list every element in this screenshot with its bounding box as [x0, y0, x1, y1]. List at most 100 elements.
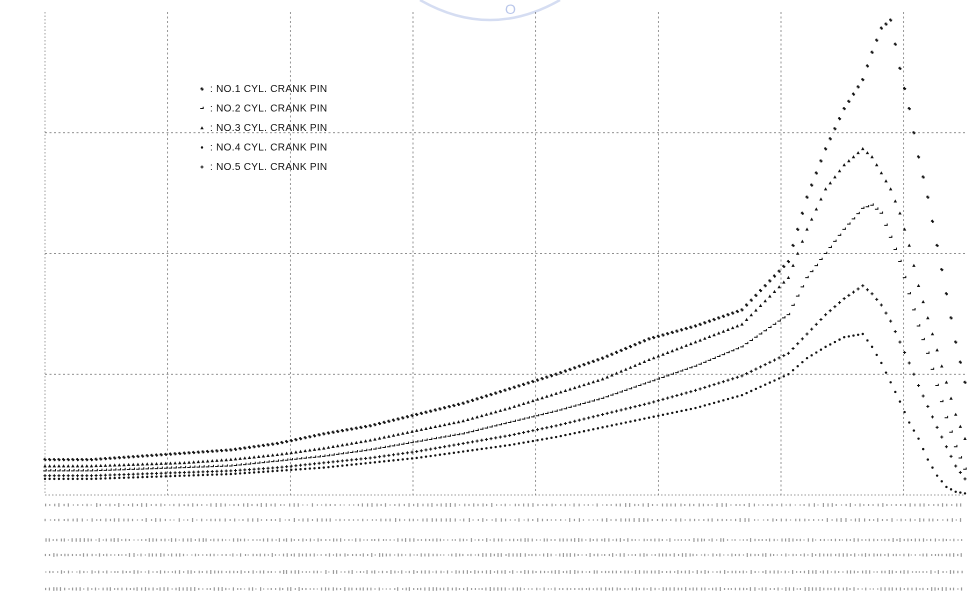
axis-texture-mark — [785, 587, 787, 591]
axis-texture-mark — [90, 504, 92, 506]
axis-texture-mark — [780, 518, 782, 522]
data-point — [285, 465, 289, 469]
axis-texture-mark — [213, 587, 215, 591]
axis-texture-mark — [131, 518, 134, 522]
axis-texture-mark — [155, 538, 158, 542]
data-point — [219, 458, 224, 462]
data-point — [508, 443, 511, 447]
axis-texture-mark — [133, 539, 135, 541]
axis-texture-mark — [547, 571, 549, 573]
data-point — [600, 377, 605, 381]
axis-texture-mark — [822, 503, 825, 507]
axis-texture-mark — [294, 588, 296, 590]
data-point — [671, 411, 674, 415]
axis-texture-mark — [923, 503, 925, 507]
data-point — [456, 402, 461, 406]
data-point — [652, 400, 656, 404]
axis-texture-mark — [857, 571, 859, 573]
data-point — [777, 269, 781, 273]
axis-texture-mark — [765, 587, 767, 591]
axis-texture-mark — [895, 553, 897, 557]
data-point — [828, 137, 832, 141]
axis-texture-mark — [224, 503, 226, 507]
axis-texture-mark — [424, 553, 426, 557]
data-point — [940, 268, 944, 272]
data-point — [772, 322, 777, 325]
data-point — [642, 402, 646, 406]
data-point — [104, 477, 107, 480]
data-point — [229, 464, 233, 467]
data-point — [298, 456, 303, 460]
data-point — [466, 449, 470, 453]
axis-texture-mark — [896, 519, 898, 521]
data-point — [345, 458, 349, 462]
axis-texture-mark — [615, 538, 618, 542]
data-point — [448, 452, 451, 455]
data-point — [763, 284, 767, 288]
axis-texture-mark — [619, 553, 621, 557]
data-point — [884, 311, 888, 315]
axis-texture-mark — [152, 571, 154, 573]
data-point — [726, 313, 730, 317]
data-point — [865, 205, 870, 208]
axis-texture-mark — [389, 539, 391, 541]
data-point — [898, 66, 902, 70]
axis-texture-mark — [449, 503, 452, 507]
data-point — [958, 424, 963, 428]
data-point — [684, 343, 688, 347]
data-point — [331, 460, 335, 464]
data-point — [805, 275, 809, 279]
axis-texture-mark — [99, 503, 101, 507]
data-point — [224, 458, 228, 462]
data-point — [707, 334, 712, 339]
axis-texture-mark — [117, 538, 119, 542]
axis-texture-mark — [57, 571, 59, 573]
data-point — [122, 476, 126, 479]
axis-texture-mark — [432, 571, 434, 573]
axis-texture-mark — [336, 538, 338, 542]
axis-texture-mark — [949, 553, 951, 557]
axis-texture-mark — [95, 554, 97, 556]
axis-texture-mark — [167, 587, 169, 591]
axis-texture-mark — [799, 587, 801, 591]
data-point — [730, 326, 735, 330]
data-point — [61, 464, 66, 468]
axis-texture-mark — [581, 538, 583, 542]
data-point — [112, 468, 117, 471]
axis-texture-mark — [497, 538, 500, 542]
axis-texture-mark — [692, 571, 694, 573]
data-point — [707, 384, 711, 388]
data-point — [879, 171, 884, 175]
data-point — [192, 474, 195, 477]
axis-texture-mark — [949, 587, 951, 591]
axis-texture-mark — [647, 518, 649, 522]
axis-texture-mark — [831, 503, 833, 507]
data-point — [317, 455, 321, 458]
axis-texture-mark — [942, 519, 944, 521]
axis-texture-mark — [378, 553, 381, 557]
data-point — [313, 467, 316, 470]
data-point — [215, 469, 219, 473]
data-point — [192, 470, 196, 474]
axis-texture-mark — [620, 518, 622, 522]
axis-texture-mark — [282, 587, 284, 591]
axis-texture-mark — [845, 518, 847, 522]
axis-texture-mark — [959, 518, 962, 522]
data-point — [456, 420, 461, 424]
axis-texture-mark — [210, 539, 212, 541]
axis-texture-mark — [821, 519, 824, 521]
axis-texture-mark — [263, 570, 265, 574]
axis-texture-mark — [68, 588, 70, 590]
data-point — [322, 446, 326, 450]
data-point — [856, 85, 860, 89]
data-point — [308, 435, 312, 439]
axis-texture-mark — [428, 539, 431, 541]
data-point — [637, 383, 642, 387]
data-point — [196, 465, 201, 468]
axis-texture-mark — [481, 587, 483, 591]
data-point — [903, 351, 907, 355]
data-point — [331, 465, 335, 468]
axis-texture-mark — [633, 518, 635, 522]
axis-texture-mark — [926, 553, 928, 557]
axis-texture-mark — [167, 554, 170, 556]
